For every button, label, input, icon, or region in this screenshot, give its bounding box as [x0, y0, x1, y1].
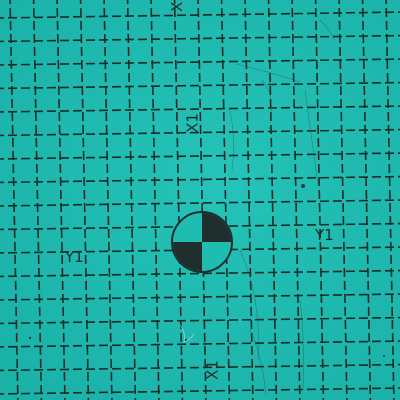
grid-line-horizontal — [0, 34, 400, 43]
grid-line-vertical — [56, 0, 66, 400]
grid-line-horizontal — [0, 387, 400, 395]
grid-line-horizontal — [0, 175, 400, 184]
x1-label-middle: X1 — [184, 113, 202, 133]
grid-line-horizontal — [0, 340, 400, 348]
grid-line-horizontal — [0, 105, 400, 113]
grid-line-vertical — [385, 0, 395, 400]
grid-line-horizontal — [0, 316, 400, 325]
x1-label-bottom: X1 — [204, 360, 222, 380]
target-quadrant-bottom-left — [173, 242, 202, 271]
scratches — [229, 19, 336, 396]
target-quadrant-top-right — [202, 213, 231, 242]
grid-line-horizontal — [0, 199, 400, 207]
grid-line-vertical — [244, 0, 254, 400]
y1-label-right: Y1 — [314, 226, 334, 244]
grid-line-horizontal — [0, 222, 400, 231]
grid-line-vertical — [338, 0, 348, 400]
grid-line-vertical — [314, 0, 325, 400]
fiducial-target — [171, 211, 233, 273]
grid-line-horizontal — [0, 81, 400, 90]
grid-line-vertical — [361, 0, 372, 400]
grid-line-vertical — [197, 0, 207, 400]
grid-line-vertical — [291, 0, 301, 400]
x1-label-top: X1 — [168, 0, 186, 12]
grid-line-horizontal — [0, 363, 400, 372]
grid-line-vertical — [220, 0, 231, 400]
grid-line-horizontal — [0, 58, 400, 66]
grid-line-horizontal — [0, 246, 400, 254]
grid-line-horizontal — [0, 152, 400, 160]
grid-line-horizontal — [0, 269, 400, 278]
y1-label-left: Y1 — [64, 248, 84, 266]
grid-line-horizontal — [0, 293, 400, 301]
grid-line-vertical — [9, 0, 19, 400]
grid-line-vertical — [32, 0, 43, 400]
grid-line-vertical — [267, 0, 278, 400]
grid-line-vertical — [173, 0, 184, 400]
lint-fiber — [179, 324, 195, 343]
grid-line-horizontal — [0, 11, 400, 19]
grid-line-horizontal — [0, 128, 400, 137]
